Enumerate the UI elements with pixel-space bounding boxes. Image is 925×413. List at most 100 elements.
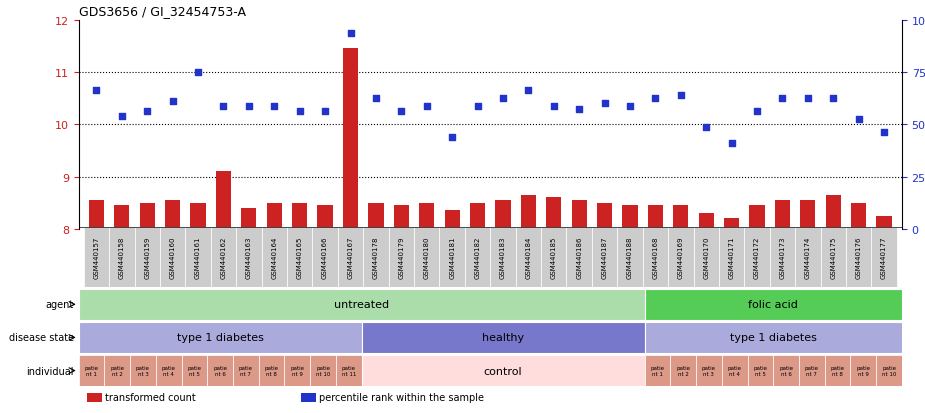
- Bar: [105, 355, 130, 386]
- Bar: [445, 211, 460, 413]
- Bar: [266, 203, 282, 413]
- Bar: [623, 206, 637, 413]
- Bar: [515, 227, 541, 287]
- Bar: [313, 227, 338, 287]
- Point: [496, 95, 511, 102]
- Text: GSM440182: GSM440182: [475, 236, 481, 278]
- Bar: [140, 203, 154, 413]
- Text: patie
nt 9: patie nt 9: [857, 365, 870, 376]
- Bar: [470, 203, 486, 413]
- Bar: [165, 201, 180, 413]
- Bar: [109, 227, 134, 287]
- Text: individual: individual: [27, 366, 74, 376]
- Text: control: control: [484, 366, 523, 376]
- Bar: [645, 322, 902, 353]
- Point: [191, 69, 205, 76]
- Bar: [114, 206, 130, 413]
- Text: disease state: disease state: [9, 332, 74, 343]
- Text: GSM440188: GSM440188: [627, 236, 633, 278]
- Bar: [546, 198, 561, 413]
- Bar: [671, 355, 697, 386]
- Text: GSM440161: GSM440161: [195, 236, 201, 278]
- Text: patie
nt 3: patie nt 3: [702, 365, 716, 376]
- Text: patie
nt 4: patie nt 4: [728, 365, 742, 376]
- Text: GSM440159: GSM440159: [144, 236, 150, 278]
- Point: [800, 95, 815, 102]
- Bar: [465, 227, 490, 287]
- Text: patie
nt 2: patie nt 2: [676, 365, 690, 376]
- Point: [394, 109, 409, 115]
- Text: GSM440166: GSM440166: [322, 236, 328, 278]
- Bar: [673, 206, 688, 413]
- Bar: [343, 49, 358, 413]
- Text: healthy: healthy: [482, 332, 524, 343]
- Bar: [317, 206, 333, 413]
- Point: [419, 103, 434, 110]
- Bar: [846, 227, 871, 287]
- Point: [724, 140, 739, 147]
- Bar: [394, 206, 409, 413]
- Text: GSM440167: GSM440167: [348, 236, 353, 278]
- Text: percentile rank within the sample: percentile rank within the sample: [319, 392, 484, 403]
- Bar: [645, 289, 902, 320]
- Bar: [645, 355, 671, 386]
- Bar: [749, 206, 765, 413]
- Bar: [597, 203, 612, 413]
- Bar: [79, 322, 362, 353]
- Point: [140, 109, 154, 115]
- Point: [826, 95, 841, 102]
- Text: GSM440162: GSM440162: [220, 236, 227, 278]
- Bar: [79, 289, 645, 320]
- Text: GSM440181: GSM440181: [450, 236, 455, 278]
- Bar: [850, 355, 876, 386]
- Text: type 1 diabetes: type 1 diabetes: [177, 332, 264, 343]
- Bar: [241, 208, 256, 413]
- Bar: [83, 227, 109, 287]
- Point: [241, 103, 256, 110]
- Text: patie
nt 6: patie nt 6: [779, 365, 793, 376]
- Point: [166, 98, 180, 105]
- Bar: [566, 227, 592, 287]
- Point: [749, 109, 764, 115]
- Bar: [648, 206, 663, 413]
- Bar: [773, 355, 799, 386]
- Text: patie
nt 9: patie nt 9: [290, 365, 304, 376]
- Bar: [388, 227, 414, 287]
- Bar: [617, 227, 643, 287]
- Point: [673, 93, 688, 100]
- Text: GSM440172: GSM440172: [754, 236, 760, 278]
- Text: patie
nt 1: patie nt 1: [650, 365, 664, 376]
- Bar: [800, 201, 816, 413]
- Text: patie
nt 3: patie nt 3: [136, 365, 150, 376]
- Text: GSM440175: GSM440175: [831, 236, 836, 278]
- Point: [343, 31, 358, 37]
- Text: patie
nt 6: patie nt 6: [213, 365, 228, 376]
- Text: patie
nt 1: patie nt 1: [84, 365, 98, 376]
- Point: [877, 129, 892, 136]
- Text: patie
nt 10: patie nt 10: [315, 365, 330, 376]
- Bar: [89, 201, 104, 413]
- Text: untreated: untreated: [334, 299, 389, 310]
- Bar: [336, 355, 362, 386]
- Bar: [799, 355, 825, 386]
- Text: GDS3656 / GI_32454753-A: GDS3656 / GI_32454753-A: [79, 5, 246, 18]
- Text: patie
nt 10: patie nt 10: [882, 365, 896, 376]
- Text: GSM440183: GSM440183: [500, 236, 506, 278]
- Text: GSM440179: GSM440179: [399, 236, 404, 278]
- Bar: [775, 201, 790, 413]
- Bar: [668, 227, 694, 287]
- Text: GSM440185: GSM440185: [550, 236, 557, 278]
- Bar: [160, 227, 185, 287]
- Bar: [259, 355, 285, 386]
- Bar: [871, 227, 897, 287]
- Bar: [851, 203, 867, 413]
- Text: GSM440170: GSM440170: [703, 236, 709, 278]
- Bar: [155, 355, 181, 386]
- Bar: [216, 172, 231, 413]
- Bar: [301, 393, 315, 401]
- Bar: [694, 227, 719, 287]
- Bar: [698, 214, 714, 413]
- Text: GSM440163: GSM440163: [246, 236, 252, 278]
- Bar: [191, 203, 205, 413]
- Bar: [697, 355, 722, 386]
